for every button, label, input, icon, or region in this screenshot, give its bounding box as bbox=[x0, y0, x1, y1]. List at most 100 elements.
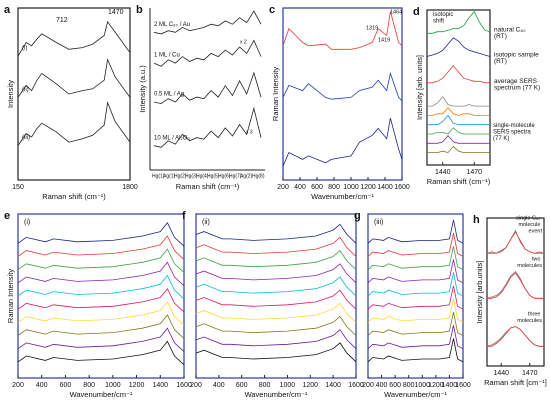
frame bbox=[17, 7, 131, 181]
x-tick-label: 1440 bbox=[493, 370, 509, 377]
spectrum bbox=[427, 96, 490, 107]
spectrum bbox=[367, 246, 464, 270]
spectrum bbox=[487, 326, 544, 347]
annotation: 712 bbox=[56, 17, 68, 24]
x-tick-label: 1400 bbox=[325, 382, 341, 389]
spectrum bbox=[195, 315, 357, 336]
x-tick-label: 200 bbox=[190, 382, 202, 389]
spectrum bbox=[153, 39, 262, 67]
spectrum bbox=[17, 222, 185, 247]
annotation: Hg(5) bbox=[207, 173, 220, 179]
spectrum bbox=[17, 58, 131, 98]
x-tick-label: 1200 bbox=[302, 382, 318, 389]
x-tick-label: 200 bbox=[12, 382, 24, 389]
series-label: (iii) bbox=[22, 135, 30, 141]
spectrum bbox=[17, 261, 185, 287]
spectrum bbox=[427, 134, 490, 144]
panel-letter: h bbox=[473, 214, 480, 226]
panel-letter: b bbox=[136, 4, 143, 16]
annotation: Hg(7) bbox=[229, 173, 242, 179]
x-tick-label: 1600 bbox=[176, 382, 192, 389]
spectrum bbox=[17, 248, 185, 273]
x-tick-label: 400 bbox=[36, 382, 48, 389]
x-tick-label: 1200 bbox=[129, 382, 145, 389]
x-axis-label: Wavenumber/cm⁻¹ bbox=[384, 390, 447, 399]
annotation: Hg(8) bbox=[252, 173, 265, 179]
spectrum bbox=[195, 342, 357, 363]
annotation: x 2 bbox=[240, 39, 247, 45]
annotation: Hg(4) bbox=[196, 173, 209, 179]
frame bbox=[486, 217, 545, 367]
spectrum bbox=[427, 127, 490, 135]
x-tick-label: 800 bbox=[403, 382, 415, 389]
x-axis-label: Wavenumber/cm⁻¹ bbox=[311, 192, 374, 201]
annotation: 1470 bbox=[108, 9, 124, 16]
panel-letter: f bbox=[182, 210, 186, 222]
x-tick-label: 200 bbox=[277, 184, 289, 191]
x-tick-label: 600 bbox=[389, 382, 401, 389]
x-tick-label: 600 bbox=[60, 382, 72, 389]
x-axis-label: Wavenumber/cm⁻¹ bbox=[245, 390, 308, 399]
panel-letter: d bbox=[413, 6, 420, 18]
spectrum bbox=[486, 270, 544, 299]
spectrum bbox=[282, 117, 403, 167]
spectrum bbox=[487, 231, 544, 254]
x-axis-label: Wavenumber/cm⁻¹ bbox=[70, 390, 133, 399]
spectrum bbox=[367, 325, 464, 350]
spectrum bbox=[153, 106, 262, 148]
spectrum bbox=[17, 301, 185, 326]
spectrum bbox=[17, 20, 131, 57]
annotation: Hg(6) bbox=[218, 173, 231, 179]
annotation: 1419 bbox=[378, 37, 390, 43]
x-tick-label: 1400 bbox=[377, 184, 393, 191]
x-tick-label: 1440 bbox=[435, 169, 451, 176]
spectrum bbox=[427, 145, 490, 154]
x-axis-label: Raman shift (cm⁻¹) bbox=[176, 182, 240, 191]
spectrum bbox=[153, 71, 262, 105]
spectrum bbox=[367, 298, 464, 323]
spectrum bbox=[367, 285, 464, 310]
frame bbox=[426, 9, 491, 166]
x-tick-label: 1470 bbox=[466, 169, 482, 176]
x-tick-label: 1400 bbox=[442, 382, 458, 389]
x-tick-label: 800 bbox=[259, 382, 271, 389]
x-tick-label: 400 bbox=[376, 382, 388, 389]
annotation: (iii) bbox=[374, 219, 383, 226]
spectrum bbox=[195, 302, 357, 323]
spectrum bbox=[367, 338, 464, 363]
spectrum bbox=[282, 11, 403, 50]
x-axis-label: Raman shift (cm⁻¹) bbox=[427, 177, 491, 186]
x-tick-label: 1000 bbox=[343, 184, 359, 191]
spectrum bbox=[367, 232, 464, 257]
spectrum bbox=[17, 327, 185, 352]
spectrum bbox=[367, 312, 464, 336]
spectrum bbox=[367, 259, 464, 284]
panel-letter: g bbox=[354, 210, 361, 222]
spectrum bbox=[427, 10, 491, 34]
series-label: isotopic sample (RT) bbox=[494, 51, 541, 65]
spectrum bbox=[282, 71, 403, 102]
y-axis-label: Intensity (a.u.) bbox=[138, 65, 147, 113]
series-label: 0.5 ML / Ag bbox=[154, 92, 184, 98]
series-label: single C₆₀ molecule event bbox=[516, 216, 542, 235]
x-tick-label: 800 bbox=[328, 184, 340, 191]
x-tick-label: 1000 bbox=[414, 382, 430, 389]
x-tick-label: 1600 bbox=[394, 184, 410, 191]
series-label: 10 ML / Al₂O₃ bbox=[154, 135, 190, 141]
series-label: three molecules bbox=[517, 312, 542, 325]
frame bbox=[282, 7, 403, 181]
annotation: single-molecule SERS spectra (77 K) bbox=[493, 123, 536, 142]
x-tick-label: 1000 bbox=[105, 382, 121, 389]
annotation: 1464 bbox=[390, 9, 402, 15]
spectrum bbox=[195, 276, 357, 297]
spectrum bbox=[195, 263, 357, 284]
annotation: 1319 bbox=[366, 25, 378, 31]
spectrum bbox=[427, 65, 490, 84]
series-label: two molecules bbox=[517, 257, 542, 270]
x-tick-label: 1800 bbox=[122, 184, 138, 191]
spectrum bbox=[195, 289, 357, 310]
series-label: average SERS spectrum (77 K) bbox=[494, 78, 540, 92]
spectrum bbox=[17, 340, 185, 366]
annotation: (i) bbox=[24, 219, 30, 226]
